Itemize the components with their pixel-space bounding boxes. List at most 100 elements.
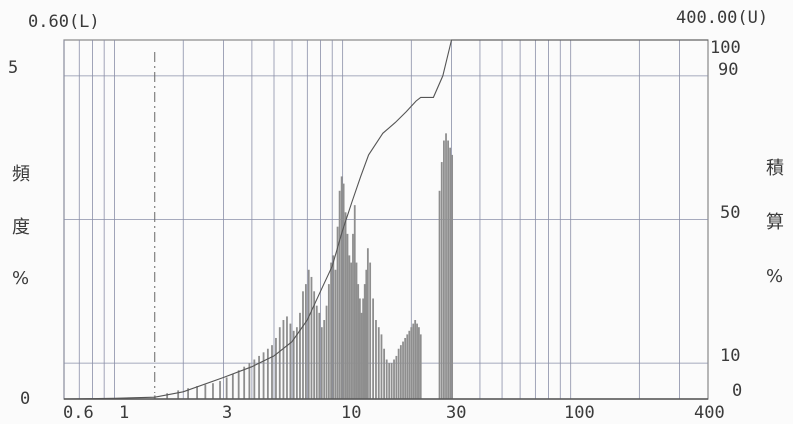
histogram-bar xyxy=(393,359,395,399)
y-left-label-char-2: 度 xyxy=(12,217,30,238)
histogram-bar xyxy=(258,355,260,399)
histogram-bar xyxy=(406,334,409,399)
lower-limit-label: 0.60(L) xyxy=(28,12,100,32)
y-right-tick-50: 50 xyxy=(720,203,741,223)
x-tick-30: 30 xyxy=(446,403,467,423)
histogram-bar xyxy=(166,393,169,399)
histogram-bar xyxy=(418,327,420,399)
x-tick-400: 400 xyxy=(694,403,725,423)
histogram-bar xyxy=(253,359,256,399)
histogram-bar xyxy=(278,327,281,399)
histogram-bar xyxy=(360,312,363,399)
histogram-bar xyxy=(196,386,198,399)
histogram-bar xyxy=(402,341,404,399)
histogram-bar xyxy=(292,330,295,399)
histogram-bar xyxy=(416,323,418,399)
histogram-bar xyxy=(318,312,321,399)
histogram-bar xyxy=(187,388,189,399)
histogram-bar xyxy=(262,352,265,399)
histogram-bar xyxy=(352,233,354,399)
x-tick-0.6: 0.6 xyxy=(63,403,94,423)
histogram-bar xyxy=(369,262,372,399)
histogram-bar xyxy=(325,305,328,399)
histogram-bar xyxy=(404,337,407,399)
y-right-tick-90: 90 xyxy=(718,60,739,80)
histogram-bar xyxy=(334,269,337,399)
y-right-label-char-3: % xyxy=(766,266,784,287)
histogram-bar xyxy=(377,327,380,399)
histogram-bar xyxy=(248,363,251,399)
histogram-bar xyxy=(271,345,273,399)
y-right-label-char-1: 積 xyxy=(766,158,784,179)
histogram-bar xyxy=(266,348,269,399)
histogram-bar xyxy=(344,212,347,399)
histogram-bar xyxy=(237,370,240,399)
x-tick-3: 3 xyxy=(222,403,233,423)
histogram-bar xyxy=(383,348,386,399)
histogram-bar xyxy=(310,276,313,399)
x-tick-10: 10 xyxy=(341,403,362,423)
histogram-bar xyxy=(438,190,441,399)
histogram-bar xyxy=(275,337,277,399)
histogram-bar xyxy=(397,348,400,399)
y-right-label-char-2: 算 xyxy=(766,212,784,233)
histogram-bar xyxy=(286,316,288,399)
histogram-bar xyxy=(385,359,388,399)
histogram-bar xyxy=(419,334,422,399)
histogram-bar xyxy=(348,255,351,399)
histogram-bar xyxy=(302,291,304,399)
histogram-bar xyxy=(282,320,285,399)
histogram-bar xyxy=(307,269,310,399)
y-left-label-char-3: % xyxy=(12,268,30,289)
histogram-bar xyxy=(327,284,330,399)
histogram-bar xyxy=(449,147,452,399)
histogram-bar xyxy=(295,327,298,399)
histogram-bar xyxy=(414,320,417,399)
histogram-bar xyxy=(390,363,393,399)
histogram-bar xyxy=(350,262,353,399)
histogram-bar xyxy=(363,284,366,399)
cumulative-curve xyxy=(63,39,708,400)
y-right-tick-100: 100 xyxy=(710,38,741,58)
histogram-bar xyxy=(399,345,402,399)
histogram-bar xyxy=(440,162,443,399)
histogram-bar xyxy=(323,320,326,399)
histogram-bar xyxy=(336,226,339,399)
histogram-bar xyxy=(388,363,391,399)
histogram-bar xyxy=(315,305,318,399)
histogram-bar xyxy=(231,373,234,399)
histogram-bar xyxy=(451,154,454,399)
histogram-bar xyxy=(330,262,333,399)
histogram-bar xyxy=(243,366,246,399)
histogram-bar xyxy=(380,334,383,399)
histogram-bar xyxy=(225,377,228,399)
x-tick-1: 1 xyxy=(119,403,130,423)
histogram-bar xyxy=(338,190,341,399)
upper-limit-label: 400.00(U) xyxy=(676,8,769,28)
histogram-bar xyxy=(342,183,345,399)
histogram-bar xyxy=(358,298,361,399)
histogram-bar xyxy=(340,176,343,399)
histogram-bar xyxy=(357,284,360,399)
histogram-bar xyxy=(355,262,358,399)
histogram-bar xyxy=(346,233,349,399)
histogram-bar xyxy=(395,355,398,399)
histogram-bar xyxy=(212,383,214,399)
y-right-tick-10: 10 xyxy=(720,346,741,366)
histogram-bar xyxy=(313,291,316,399)
histogram-bar xyxy=(375,320,377,399)
histogram-bar xyxy=(219,381,221,399)
histogram-bar xyxy=(320,327,323,399)
histogram-bar xyxy=(408,330,411,399)
histogram-bar xyxy=(372,298,374,399)
histogram-bar xyxy=(443,140,445,399)
histogram-bar xyxy=(412,323,415,399)
y-left-tick-5: 5 xyxy=(8,58,19,78)
histogram-bar xyxy=(366,248,369,399)
histogram-bar xyxy=(289,323,292,399)
histogram-bar xyxy=(362,298,365,399)
histogram-bar xyxy=(353,205,356,399)
histogram-bar xyxy=(332,255,335,399)
y-left-label-char-1: 頻 xyxy=(12,164,30,185)
